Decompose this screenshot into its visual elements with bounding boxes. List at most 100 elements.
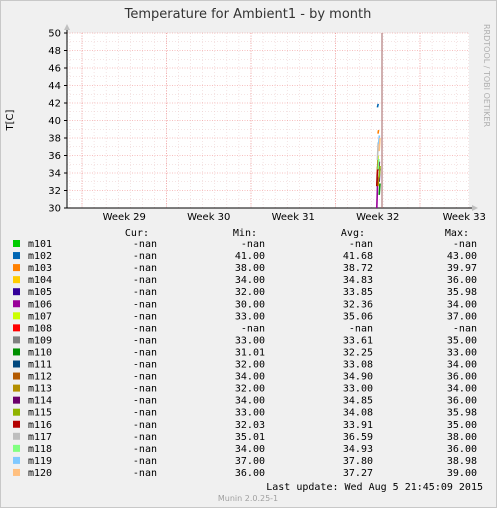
legend-value-min: 32.03 [235,420,265,431]
legend-swatch [13,240,20,247]
legend-value-max: 37.00 [447,311,477,322]
x-tick-label: Week 31 [272,212,315,223]
legend-value-cur: -nan [133,420,157,431]
y-axis-label: T[C] [5,109,16,131]
legend-value-max: 36.00 [447,275,477,286]
legend-value-avg: 38.72 [343,263,373,274]
legend-value-avg: 34.90 [343,372,373,383]
y-axis-arrow [64,24,70,30]
legend-value-cur: -nan [133,432,157,443]
legend-value-min: 36.00 [235,468,265,479]
legend-series-name: m117 [28,432,52,443]
legend-value-max: -nan [453,239,477,250]
legend-series-name: m105 [28,287,52,298]
legend-value-max: 35.00 [447,335,477,346]
legend-swatch [13,300,20,308]
legend-value-min: 32.00 [235,384,265,395]
legend-value-min: 33.00 [235,408,265,419]
legend-value-cur: -nan [133,287,157,298]
series-line-m103 [377,129,380,134]
legend-value-max: 43.00 [447,251,477,262]
legend-swatch [13,468,20,476]
legend-series-name: m120 [28,468,52,479]
y-tick-label: 42 [48,99,61,110]
legend-value-cur: -nan [133,444,157,455]
legend-swatch [13,372,20,380]
rrdtool-watermark: RRDTOOL / TOBI OETIKER [482,24,491,127]
legend-swatch [13,264,20,272]
legend-value-max: 35.98 [447,408,477,419]
legend-value-cur: -nan [133,384,157,395]
x-tick-label: Week 33 [443,212,486,223]
legend-value-max: 36.00 [447,372,477,383]
y-tick-label: 38 [48,134,61,145]
series-line-m118 [377,158,380,170]
series-line-m113 [377,177,380,187]
x-tick-label: Week 30 [187,212,230,223]
legend-value-max: 39.00 [447,468,477,479]
legend-value-max: 34.00 [447,360,477,371]
legend-value-avg: 34.83 [343,275,373,286]
legend: Cur: Min: Avg: Max:m101 -nan -nan -nan -nanm102… [13,228,477,479]
legend-value-max: 39.97 [447,263,477,274]
legend-series-name: m119 [28,456,52,467]
legend-series-name: m114 [28,396,52,407]
legend-value-cur: -nan [133,396,157,407]
y-tick-label: 34 [48,169,61,180]
legend-value-avg: 33.08 [343,360,373,371]
y-tick-label: 44 [48,81,61,92]
legend-series-name: m106 [28,299,52,310]
legend-value-avg: 35.06 [343,311,373,322]
legend-series-name: m118 [28,444,52,455]
legend-value-min: 34.00 [235,275,265,286]
series-line-m120 [378,137,381,152]
x-tick-label: Week 32 [356,212,399,223]
legend-series-name: m108 [28,323,52,334]
legend-value-min: 30.00 [235,299,265,310]
legend-value-min: 34.00 [235,372,265,383]
legend-value-avg: 34.08 [343,408,373,419]
legend-swatch [13,252,20,260]
series-line-m117 [376,142,379,160]
legend-series-name: m107 [28,311,52,322]
legend-series-name: m103 [28,263,52,274]
legend-swatch [13,336,20,344]
series-line-m110 [378,183,381,195]
legend-series-name: m113 [28,384,52,395]
legend-value-min: 32.00 [235,287,265,298]
legend-swatch [13,456,20,464]
legend-swatch [13,420,20,428]
y-tick-label: 30 [48,204,61,215]
legend-value-cur: -nan [133,251,157,262]
legend-value-min: 35.01 [235,432,265,443]
x-axis-arrow [472,205,478,211]
legend-swatch [13,312,20,320]
legend-header: Max: [445,228,469,239]
legend-value-cur: -nan [133,323,157,334]
legend-value-avg: 37.27 [343,468,373,479]
legend-value-max: 38.00 [447,432,477,443]
legend-value-max: -nan [453,323,477,334]
legend-value-max: 34.00 [447,299,477,310]
legend-value-cur: -nan [133,372,157,383]
legend-swatch [13,288,20,296]
legend-series-name: m102 [28,251,52,262]
legend-value-avg: 33.00 [343,384,373,395]
legend-value-min: 32.00 [235,360,265,371]
legend-value-avg: 33.85 [343,287,373,298]
y-tick-label: 40 [48,116,61,127]
legend-value-min: 34.00 [235,444,265,455]
legend-value-cur: -nan [133,360,157,371]
legend-value-min: 38.00 [235,263,265,274]
legend-value-avg: 37.80 [343,456,373,467]
legend-swatch [13,444,20,452]
munin-version-text: Munin 2.0.25-1 [218,494,278,503]
last-update-text: Last update: Wed Aug 5 21:45:09 2015 [266,482,483,493]
legend-swatch [13,360,20,368]
legend-swatch [13,348,20,356]
legend-value-max: 36.00 [447,396,477,407]
plot-area: 30 32 34 36 38 40 42 44 46 48 50 Week 29 Week 30 Week… [48,24,486,223]
legend-value-max: 36.00 [447,444,477,455]
legend-value-min: 31.01 [235,347,265,358]
legend-value-min: 41.00 [235,251,265,262]
